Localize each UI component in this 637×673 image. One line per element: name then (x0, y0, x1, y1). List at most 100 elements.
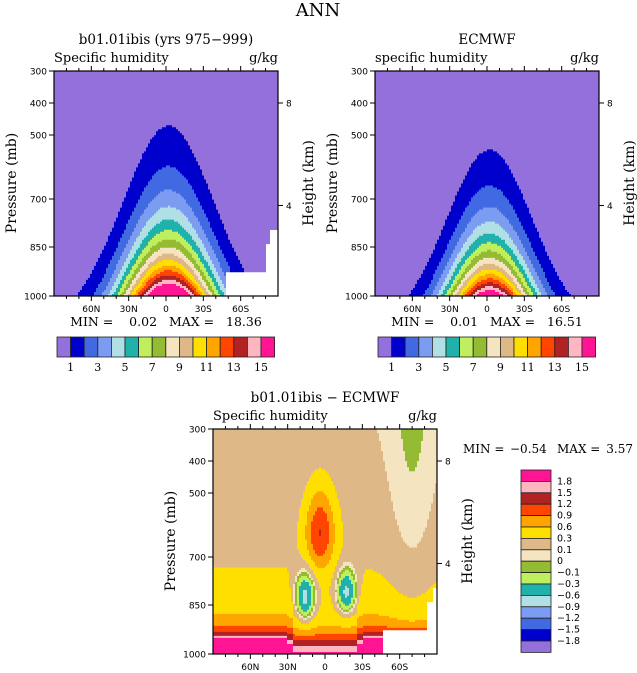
contour-band-9 (128, 253, 210, 296)
colorbar-swatch (520, 515, 552, 528)
colorbar-label: −1.2 (557, 613, 580, 624)
panel-model-colorbar: 1 3 5 7 9 11 13 15 (56, 336, 276, 374)
colorbar-swatch (83, 336, 99, 358)
colorbar-swatch (178, 336, 194, 358)
colorbar-swatch (527, 336, 542, 358)
contour-band-11 (134, 265, 202, 296)
y-tick-label: 700 (30, 196, 47, 206)
colorbar-label: 15 (254, 361, 268, 374)
contour-band-0 (375, 71, 599, 296)
panel-diff-max-label: MAX = (557, 442, 600, 456)
colorbar-label: 0.1 (557, 545, 572, 556)
panel-model-contours (54, 71, 278, 296)
panel-diff-ylabel: Pressure (mb) (163, 491, 179, 591)
contour-band-6 (118, 229, 220, 296)
panel-obs-ylabel-right: Height (km) (622, 140, 637, 226)
colorbar-swatch (151, 336, 167, 358)
colorbar-swatch (445, 336, 461, 358)
colorbar-label: 1.2 (557, 499, 572, 510)
contour-band-1 (409, 149, 571, 296)
colorbar-swatch (219, 336, 235, 358)
contour-band-9 (455, 263, 523, 296)
colorbar-swatch (377, 336, 393, 358)
contour-band-2 (423, 185, 555, 296)
colorbar-swatch (520, 492, 552, 505)
contour-band-12 (213, 507, 427, 641)
x-tick-label: 30S (195, 305, 212, 315)
x-tick-label: 60S (232, 305, 249, 315)
colorbar-label: 5 (443, 361, 450, 374)
panel-diff-max-value: 3.57 (606, 442, 633, 456)
panel-diff: b01.01ibis − ECMWF Specific humidity g/k… (163, 390, 633, 673)
contour-band-10 (132, 259, 206, 296)
colorbar-swatch (431, 336, 447, 358)
colorbar-swatch (70, 336, 85, 358)
contour-band-7 (120, 239, 216, 296)
colorbar-swatch (472, 336, 488, 358)
colorbar-label: 1.8 (557, 476, 572, 487)
y-tick-label: 300 (30, 68, 47, 78)
colorbar-swatch (568, 336, 583, 358)
contour-band-4 (108, 205, 226, 296)
panel-model-axes: 300 400 500 700 850 1000 8 4 60N 30N 0 30S 60S (24, 66, 292, 315)
contour-band-15 (148, 283, 190, 296)
panel-model-ylabel: Pressure (mb) (4, 133, 20, 233)
x-tick-label: 30N (120, 305, 138, 315)
colorbar-swatch (520, 549, 552, 562)
colorbar-swatch (206, 336, 221, 358)
panel-obs-stats: MIN = 0.01 MAX = 16.51 (391, 314, 583, 329)
colorbar-swatch (520, 640, 552, 653)
colorbar-label: 1 (67, 361, 74, 374)
contour-band-4 (437, 221, 541, 296)
colorbar-label: −1.8 (557, 636, 580, 647)
colorbar-swatch (520, 595, 552, 608)
colorbar-swatch (56, 336, 72, 358)
contour-band-7 (449, 249, 529, 296)
x-tick-label: 60N (241, 663, 259, 673)
y-tick-label: 850 (189, 602, 206, 612)
colorbar-label: −1.5 (557, 625, 580, 636)
contour-band-11 (213, 491, 427, 637)
panel-obs-units: g/kg (570, 51, 599, 66)
colorbar-label: −0.6 (557, 590, 580, 601)
panel-diff-colorbar: 1.81.51.20.90.60.30.10−0.1−0.3−0.6−0.9−1… (520, 469, 580, 653)
contour-band-6 (297, 569, 355, 617)
colorbar-swatch (486, 336, 501, 358)
y-tick-label: 1000 (24, 293, 47, 303)
contour-band-12 (138, 269, 200, 296)
colorbar-swatch (97, 336, 112, 358)
colorbar-swatch (520, 572, 552, 585)
colorbar-swatch (192, 336, 208, 358)
panel-model-units: g/kg (249, 51, 278, 66)
panel-model-variable: Specific humidity (54, 51, 169, 66)
y-right-tick-label: 8 (445, 457, 451, 467)
x-tick-label: 30N (279, 663, 297, 673)
colorbar-swatch (520, 538, 552, 551)
panel-obs-ylabel: Pressure (mb) (325, 133, 341, 233)
contour-band-5 (299, 575, 353, 613)
colorbar-swatch (391, 336, 406, 358)
contour-band-5 (112, 219, 224, 296)
x-tick-label: 60N (403, 305, 421, 315)
colorbar-label: 13 (227, 361, 241, 374)
contour-band-13 (469, 281, 511, 296)
contour-band-1 (78, 125, 244, 296)
x-tick-label: 0 (484, 305, 490, 315)
colorbar-label: 1.5 (557, 488, 572, 499)
contour-band-5 (441, 233, 537, 296)
contour-band-15 (213, 637, 383, 654)
x-tick-label: 30N (441, 305, 459, 315)
x-tick-label: 30S (516, 305, 533, 315)
colorbar-label: 7 (149, 361, 156, 374)
contour-band-12 (465, 277, 513, 296)
contour-band-14 (213, 635, 383, 653)
figure-title: ANN (295, 0, 341, 21)
contour-band-8 (293, 429, 437, 621)
colorbar-label: 11 (200, 361, 214, 374)
panel-diff-contours (213, 429, 437, 654)
y-tick-label: 500 (351, 132, 368, 142)
panel-diff-units: g/kg (408, 409, 437, 424)
y-right-tick-label: 4 (445, 560, 451, 570)
panel-obs-variable: specific humidity (375, 51, 488, 66)
